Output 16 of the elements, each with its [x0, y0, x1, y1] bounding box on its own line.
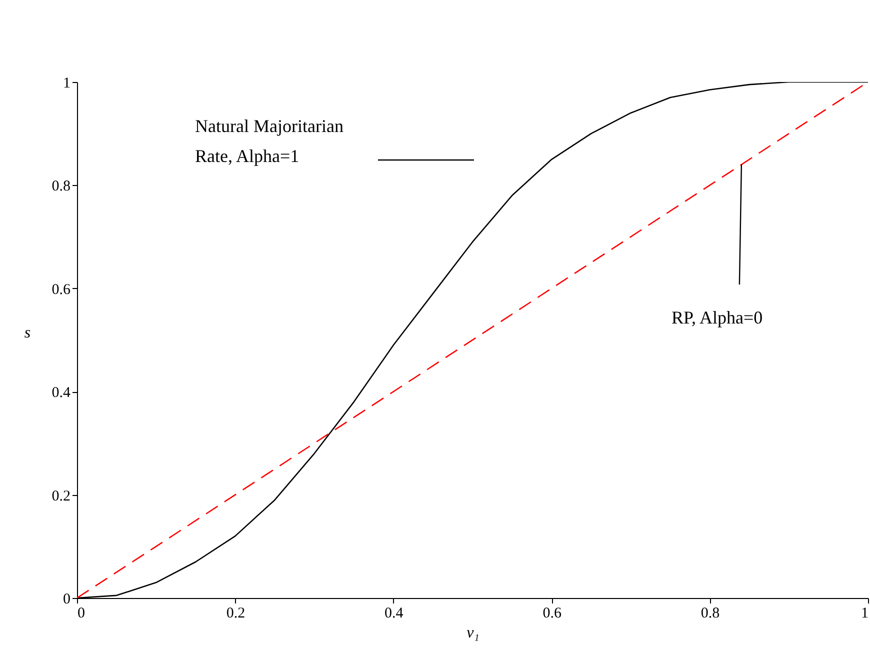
y-tick-label: 0.4 — [52, 385, 71, 402]
x-tick-label: 0.6 — [542, 606, 562, 622]
y-tick-label: 1 — [63, 76, 70, 92]
x-tick-label: 0 — [78, 606, 85, 622]
y-tick-label: 0 — [63, 592, 70, 608]
x-tick-label: 0.2 — [226, 606, 246, 622]
y-axis-title: s — [24, 324, 31, 342]
y-tick-label: 0.2 — [52, 488, 70, 504]
x-tick-label: 1 — [861, 606, 868, 622]
x-tick-label: 0.4 — [384, 606, 404, 622]
x-axis-title: v₁ — [466, 624, 480, 642]
y-tick-label: 0.8 — [52, 178, 70, 195]
y-tick-label: 0.6 — [52, 282, 71, 298]
x-tick-label: 0.8 — [700, 606, 720, 622]
annotation: RP, Alpha=0 — [671, 308, 763, 328]
text: Natural Majoritarian Rate, Alpha=1 — [195, 116, 344, 166]
